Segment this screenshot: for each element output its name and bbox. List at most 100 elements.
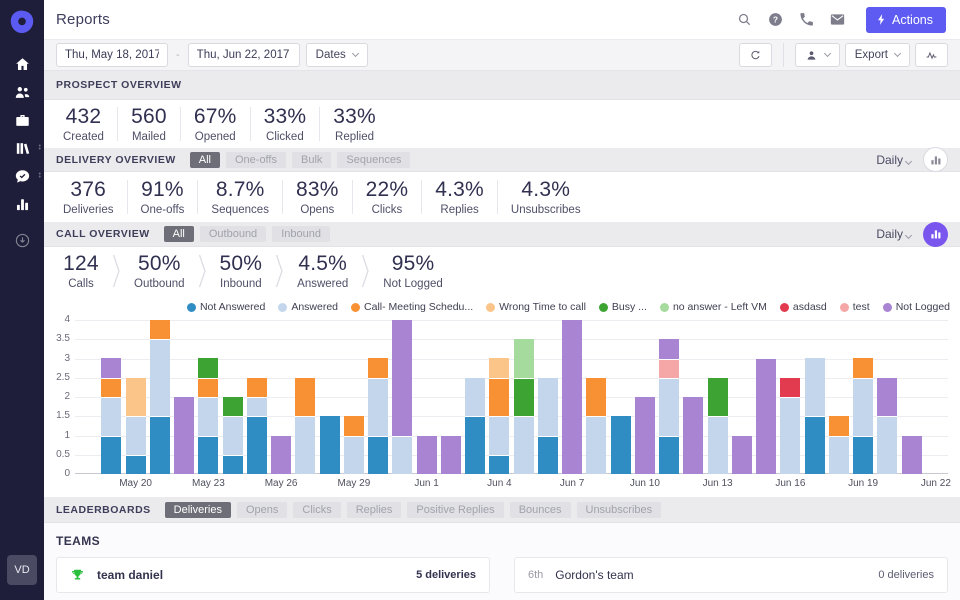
stat-divider (126, 180, 128, 214)
sidebar-item-bar-chart[interactable] (0, 190, 44, 218)
legend-dot-icon (779, 302, 789, 312)
export-button-label: Export (854, 49, 888, 61)
leaderboard-tab-bounces[interactable]: Bounces (509, 501, 571, 518)
delivery-tabs: All One-offs Bulk Sequences (189, 151, 411, 168)
legend-dot-icon (882, 302, 892, 312)
sidebar-item-library[interactable]: • • (0, 134, 44, 162)
delivery-tab-sequences[interactable]: Sequences (337, 151, 411, 168)
stat-divider (421, 180, 423, 214)
search-icon[interactable] (736, 11, 753, 28)
bar-segment (804, 358, 825, 417)
bar-segment (901, 435, 922, 474)
stat-label: Not Logged (383, 278, 443, 290)
gridline (75, 435, 948, 437)
call-period-dropdown[interactable]: Daily (876, 227, 913, 241)
delivery-stat-sequences: 8.7% Sequences (198, 178, 282, 216)
date-from-input[interactable] (56, 43, 168, 67)
team-card-team-daniel[interactable]: team daniel 5 deliveries (56, 557, 490, 593)
stat-value: 4.3% (435, 178, 484, 201)
refresh-button[interactable] (738, 43, 772, 67)
x-tick-label: Jun 13 (702, 478, 733, 489)
legend-item-no-answer-left-vm[interactable]: no answer - Left VM (659, 301, 767, 313)
gridline (75, 377, 948, 379)
legend-item-answered[interactable]: Answered (278, 301, 338, 313)
bar-segment (489, 416, 510, 455)
sidebar-item-download[interactable] (0, 226, 44, 254)
delivery-tab-bulk[interactable]: Bulk (291, 151, 332, 168)
toolbar-divider (782, 43, 784, 67)
leaderboard-tab-clicks[interactable]: Clicks (293, 501, 341, 518)
activity-button[interactable] (915, 43, 948, 67)
phone-icon[interactable] (798, 11, 815, 28)
leaderboard-tab-positive-replies[interactable]: Positive Replies (407, 501, 504, 518)
date-range-dash: - (176, 49, 180, 61)
bar-segment (513, 339, 534, 378)
teams-section: TEAMS team daniel 5 deliveries 6th Gordon's… (44, 523, 960, 600)
stat-value: 4.5% (298, 252, 348, 275)
bar-segment (246, 396, 267, 417)
team-card-gordon-s-team[interactable]: 6th Gordon's team 0 deliveries (514, 557, 948, 593)
bar-segment (489, 358, 510, 378)
bar-segment (101, 358, 122, 378)
bar-segment (222, 416, 243, 455)
legend-item-busy-[interactable]: Busy ... (598, 301, 647, 313)
leaderboard-tab-unsubscribes[interactable]: Unsubscribes (576, 501, 662, 518)
stat-value: 33% (263, 105, 307, 128)
sidebar-item-users[interactable] (0, 78, 44, 106)
mail-icon[interactable] (829, 11, 846, 28)
more-dots-icon: • • (38, 171, 41, 181)
user-filter-button[interactable] (794, 43, 840, 67)
stat-value: 33% (333, 105, 376, 128)
delivery-tab-one-offs[interactable]: One-offs (225, 151, 286, 168)
legend-dot-icon (351, 302, 361, 312)
leaderboard-tab-replies[interactable]: Replies (346, 501, 402, 518)
call-tab-inbound[interactable]: Inbound (272, 226, 330, 242)
sidebar-item-chat-check[interactable]: • • (0, 162, 44, 190)
delivery-stat-replies: 4.3% Replies (422, 178, 497, 216)
date-to-input[interactable] (187, 43, 300, 67)
call-chart-toggle-button[interactable] (923, 221, 948, 247)
leaderboard-tab-deliveries[interactable]: Deliveries (164, 501, 231, 518)
bar-segment (295, 416, 316, 474)
user-avatar[interactable]: VD (7, 555, 37, 585)
stat-divider-chevron (198, 254, 207, 288)
bar-segment (877, 416, 898, 474)
legend-item-call-meeting-schedu-[interactable]: Call- Meeting Schedu... (351, 301, 473, 313)
legend-item-test[interactable]: test (839, 301, 870, 313)
delivery-tab-all[interactable]: All (189, 151, 220, 168)
legend-item-not-answered[interactable]: Not Answered (186, 301, 265, 313)
delivery-period-dropdown[interactable]: Daily (876, 153, 913, 167)
stat-value: 376 (70, 178, 107, 201)
call-tab-all[interactable]: All (163, 226, 194, 242)
call-tab-outbound[interactable]: Outbound (199, 226, 267, 242)
delivery-chart-toggle-button[interactable] (923, 147, 948, 172)
sidebar-item-briefcase[interactable] (0, 106, 44, 134)
stat-value: 67% (193, 105, 237, 128)
legend-item-wrong-time-to-call[interactable]: Wrong Time to call (486, 301, 586, 313)
legend-item-not-logged[interactable]: Not Logged (882, 301, 950, 313)
chevron-down-icon (893, 49, 902, 58)
legend-dot-icon (186, 302, 196, 312)
legend-item-asdasd[interactable]: asdasd (779, 301, 827, 313)
prospect-stat-created: 432 Created (50, 105, 117, 143)
leaderboard-tab-opens[interactable]: Opens (236, 501, 288, 518)
bar-segment (659, 435, 680, 474)
dates-button-label: Dates (315, 49, 346, 61)
bar-segment (416, 435, 437, 474)
sidebar-item-home[interactable] (0, 50, 44, 78)
bar-segment (828, 416, 849, 436)
dates-dropdown-button[interactable]: Dates (305, 43, 368, 67)
x-tick-label: May 26 (264, 478, 298, 489)
stat-value: 124 (63, 252, 99, 275)
app-logo-icon[interactable] (8, 8, 36, 36)
bar-segment (780, 377, 801, 397)
team-rank: 6th (528, 569, 544, 581)
main-content: Reports ? Actions - Dates Export (44, 0, 960, 600)
stat-label: Unsubscribes (510, 204, 581, 216)
help-icon[interactable]: ? (767, 11, 784, 28)
bar-segment (101, 397, 122, 436)
export-button[interactable]: Export (844, 43, 910, 67)
actions-button[interactable]: Actions (866, 6, 946, 33)
bar-segment (853, 435, 874, 474)
